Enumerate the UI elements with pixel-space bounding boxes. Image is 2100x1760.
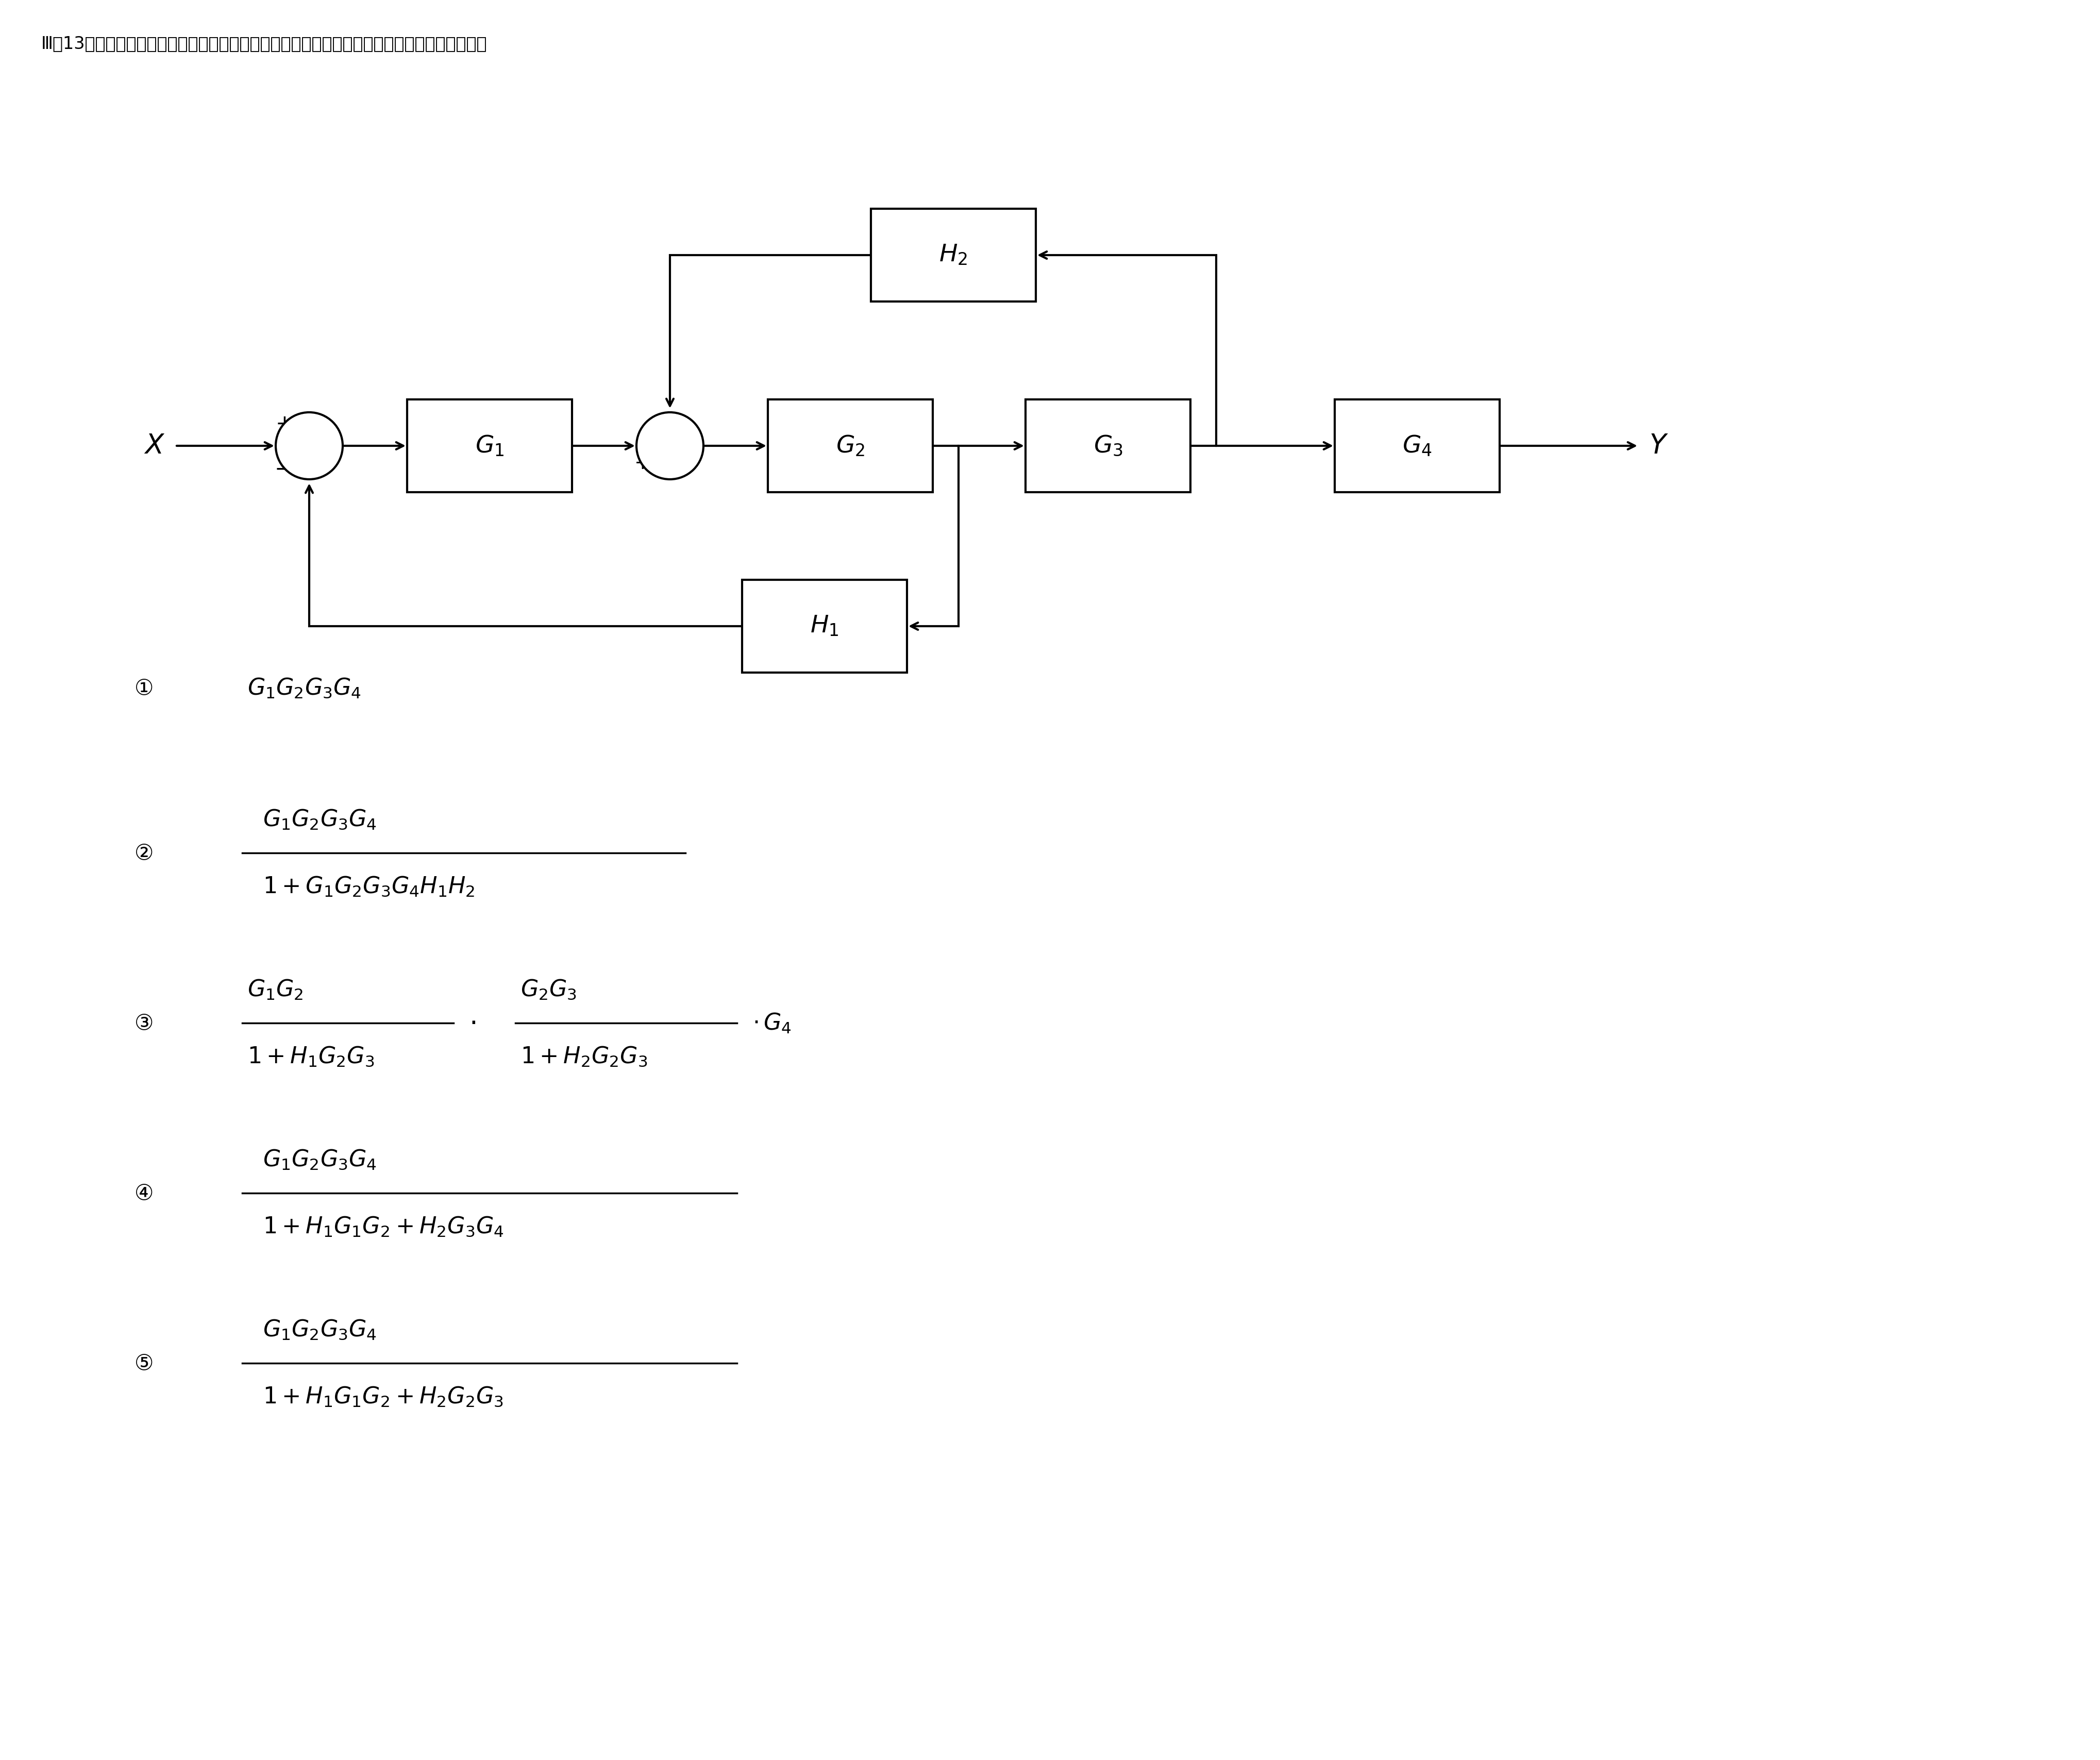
- Text: $-$: $-$: [666, 408, 683, 429]
- Text: $G_1G_2$: $G_1G_2$: [248, 979, 302, 1001]
- Text: $1+H_1G_1G_2+H_2G_3G_4$: $1+H_1G_1G_2+H_2G_3G_4$: [262, 1214, 504, 1237]
- Text: $G_1$: $G_1$: [475, 433, 504, 458]
- Text: $\cdot\,G_4$: $\cdot\,G_4$: [752, 1012, 792, 1035]
- Text: $G_1G_2G_3G_4$: $G_1G_2G_3G_4$: [248, 676, 361, 699]
- Text: ①: ①: [134, 678, 153, 699]
- FancyBboxPatch shape: [872, 209, 1035, 301]
- Text: $1+H_1G_1G_2+H_2G_2G_3$: $1+H_1G_1G_2+H_2G_2G_3$: [262, 1385, 504, 1408]
- Text: $G_4$: $G_4$: [1403, 433, 1432, 458]
- Text: $Y$: $Y$: [1648, 433, 1670, 459]
- Text: $1+G_1G_2G_3G_4H_1H_2$: $1+G_1G_2G_3G_4H_1H_2$: [262, 875, 475, 898]
- FancyBboxPatch shape: [1336, 400, 1499, 493]
- Text: $+$: $+$: [275, 414, 292, 435]
- Text: $X$: $X$: [143, 433, 166, 459]
- Text: $-$: $-$: [273, 458, 290, 480]
- Circle shape: [636, 412, 704, 479]
- Text: ④: ④: [134, 1183, 153, 1204]
- Text: $G_1G_2G_3G_4$: $G_1G_2G_3G_4$: [262, 1148, 376, 1170]
- Text: $+$: $+$: [634, 454, 649, 473]
- FancyBboxPatch shape: [1025, 400, 1191, 493]
- Text: ③: ③: [134, 1012, 153, 1033]
- Text: $H_2$: $H_2$: [939, 243, 968, 268]
- Text: $G_3$: $G_3$: [1094, 435, 1124, 458]
- Text: ⑤: ⑤: [134, 1352, 153, 1375]
- FancyBboxPatch shape: [769, 400, 932, 493]
- Text: $G_2G_3$: $G_2G_3$: [521, 979, 578, 1001]
- Text: $G_1G_2G_3G_4$: $G_1G_2G_3G_4$: [262, 808, 376, 831]
- Text: $\cdot$: $\cdot$: [468, 1010, 477, 1037]
- Text: $1+H_2G_2G_3$: $1+H_2G_2G_3$: [521, 1045, 647, 1068]
- Circle shape: [275, 412, 342, 479]
- Text: $H_1$: $H_1$: [811, 614, 838, 637]
- FancyBboxPatch shape: [741, 579, 907, 672]
- Text: Ⅲ－13　次のブロック線図の入功Ｘと出功Ｙの間の伝達関数として，　適切なものはどれか。: Ⅲ－13 次のブロック線図の入功Ｘと出功Ｙの間の伝達関数として， 適切なものはど…: [42, 35, 487, 53]
- Text: $G_1G_2G_3G_4$: $G_1G_2G_3G_4$: [262, 1318, 376, 1341]
- Text: $1+H_1G_2G_3$: $1+H_1G_2G_3$: [248, 1045, 374, 1068]
- FancyBboxPatch shape: [407, 400, 571, 493]
- Text: ②: ②: [134, 841, 153, 864]
- Text: $G_2$: $G_2$: [836, 433, 865, 458]
